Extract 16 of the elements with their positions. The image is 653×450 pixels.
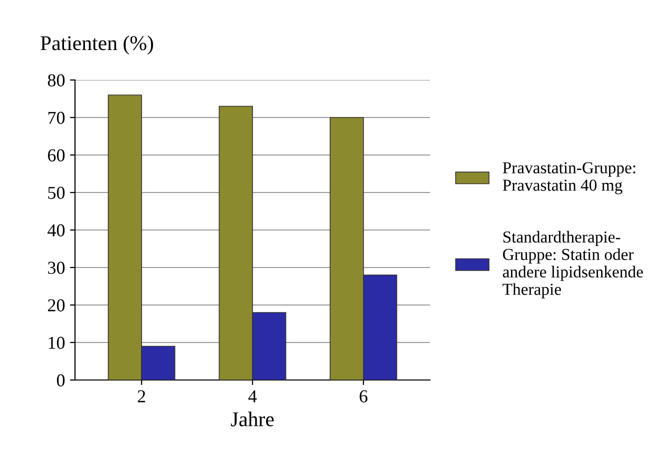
x-axis-title: Jahre bbox=[230, 412, 274, 426]
y-tick-label: 60 bbox=[48, 149, 65, 162]
x-tick-label: 6 bbox=[360, 390, 368, 402]
x-tick-label: 2 bbox=[138, 390, 146, 402]
y-tick-label: 30 bbox=[48, 262, 65, 274]
legend-label: Standardtherapie- Gruppe: Statin oder andere lipidsenkende Therapie bbox=[502, 230, 643, 298]
y-tick-label: 50 bbox=[48, 186, 65, 199]
y-tick-label: 80 bbox=[48, 74, 65, 86]
y-tick-label: 40 bbox=[48, 224, 65, 236]
x-tick-label: 4 bbox=[248, 390, 257, 402]
y-tick-label: 0 bbox=[56, 374, 65, 386]
legend-label: Pravastatin-Gruppe: Pravastatin 40 mg bbox=[502, 162, 636, 194]
y-tick-label: 70 bbox=[48, 112, 65, 124]
y-tick-label: 10 bbox=[48, 336, 65, 349]
y-axis-title: Patienten (%) bbox=[40, 36, 154, 54]
y-tick-label: 20 bbox=[48, 299, 65, 312]
